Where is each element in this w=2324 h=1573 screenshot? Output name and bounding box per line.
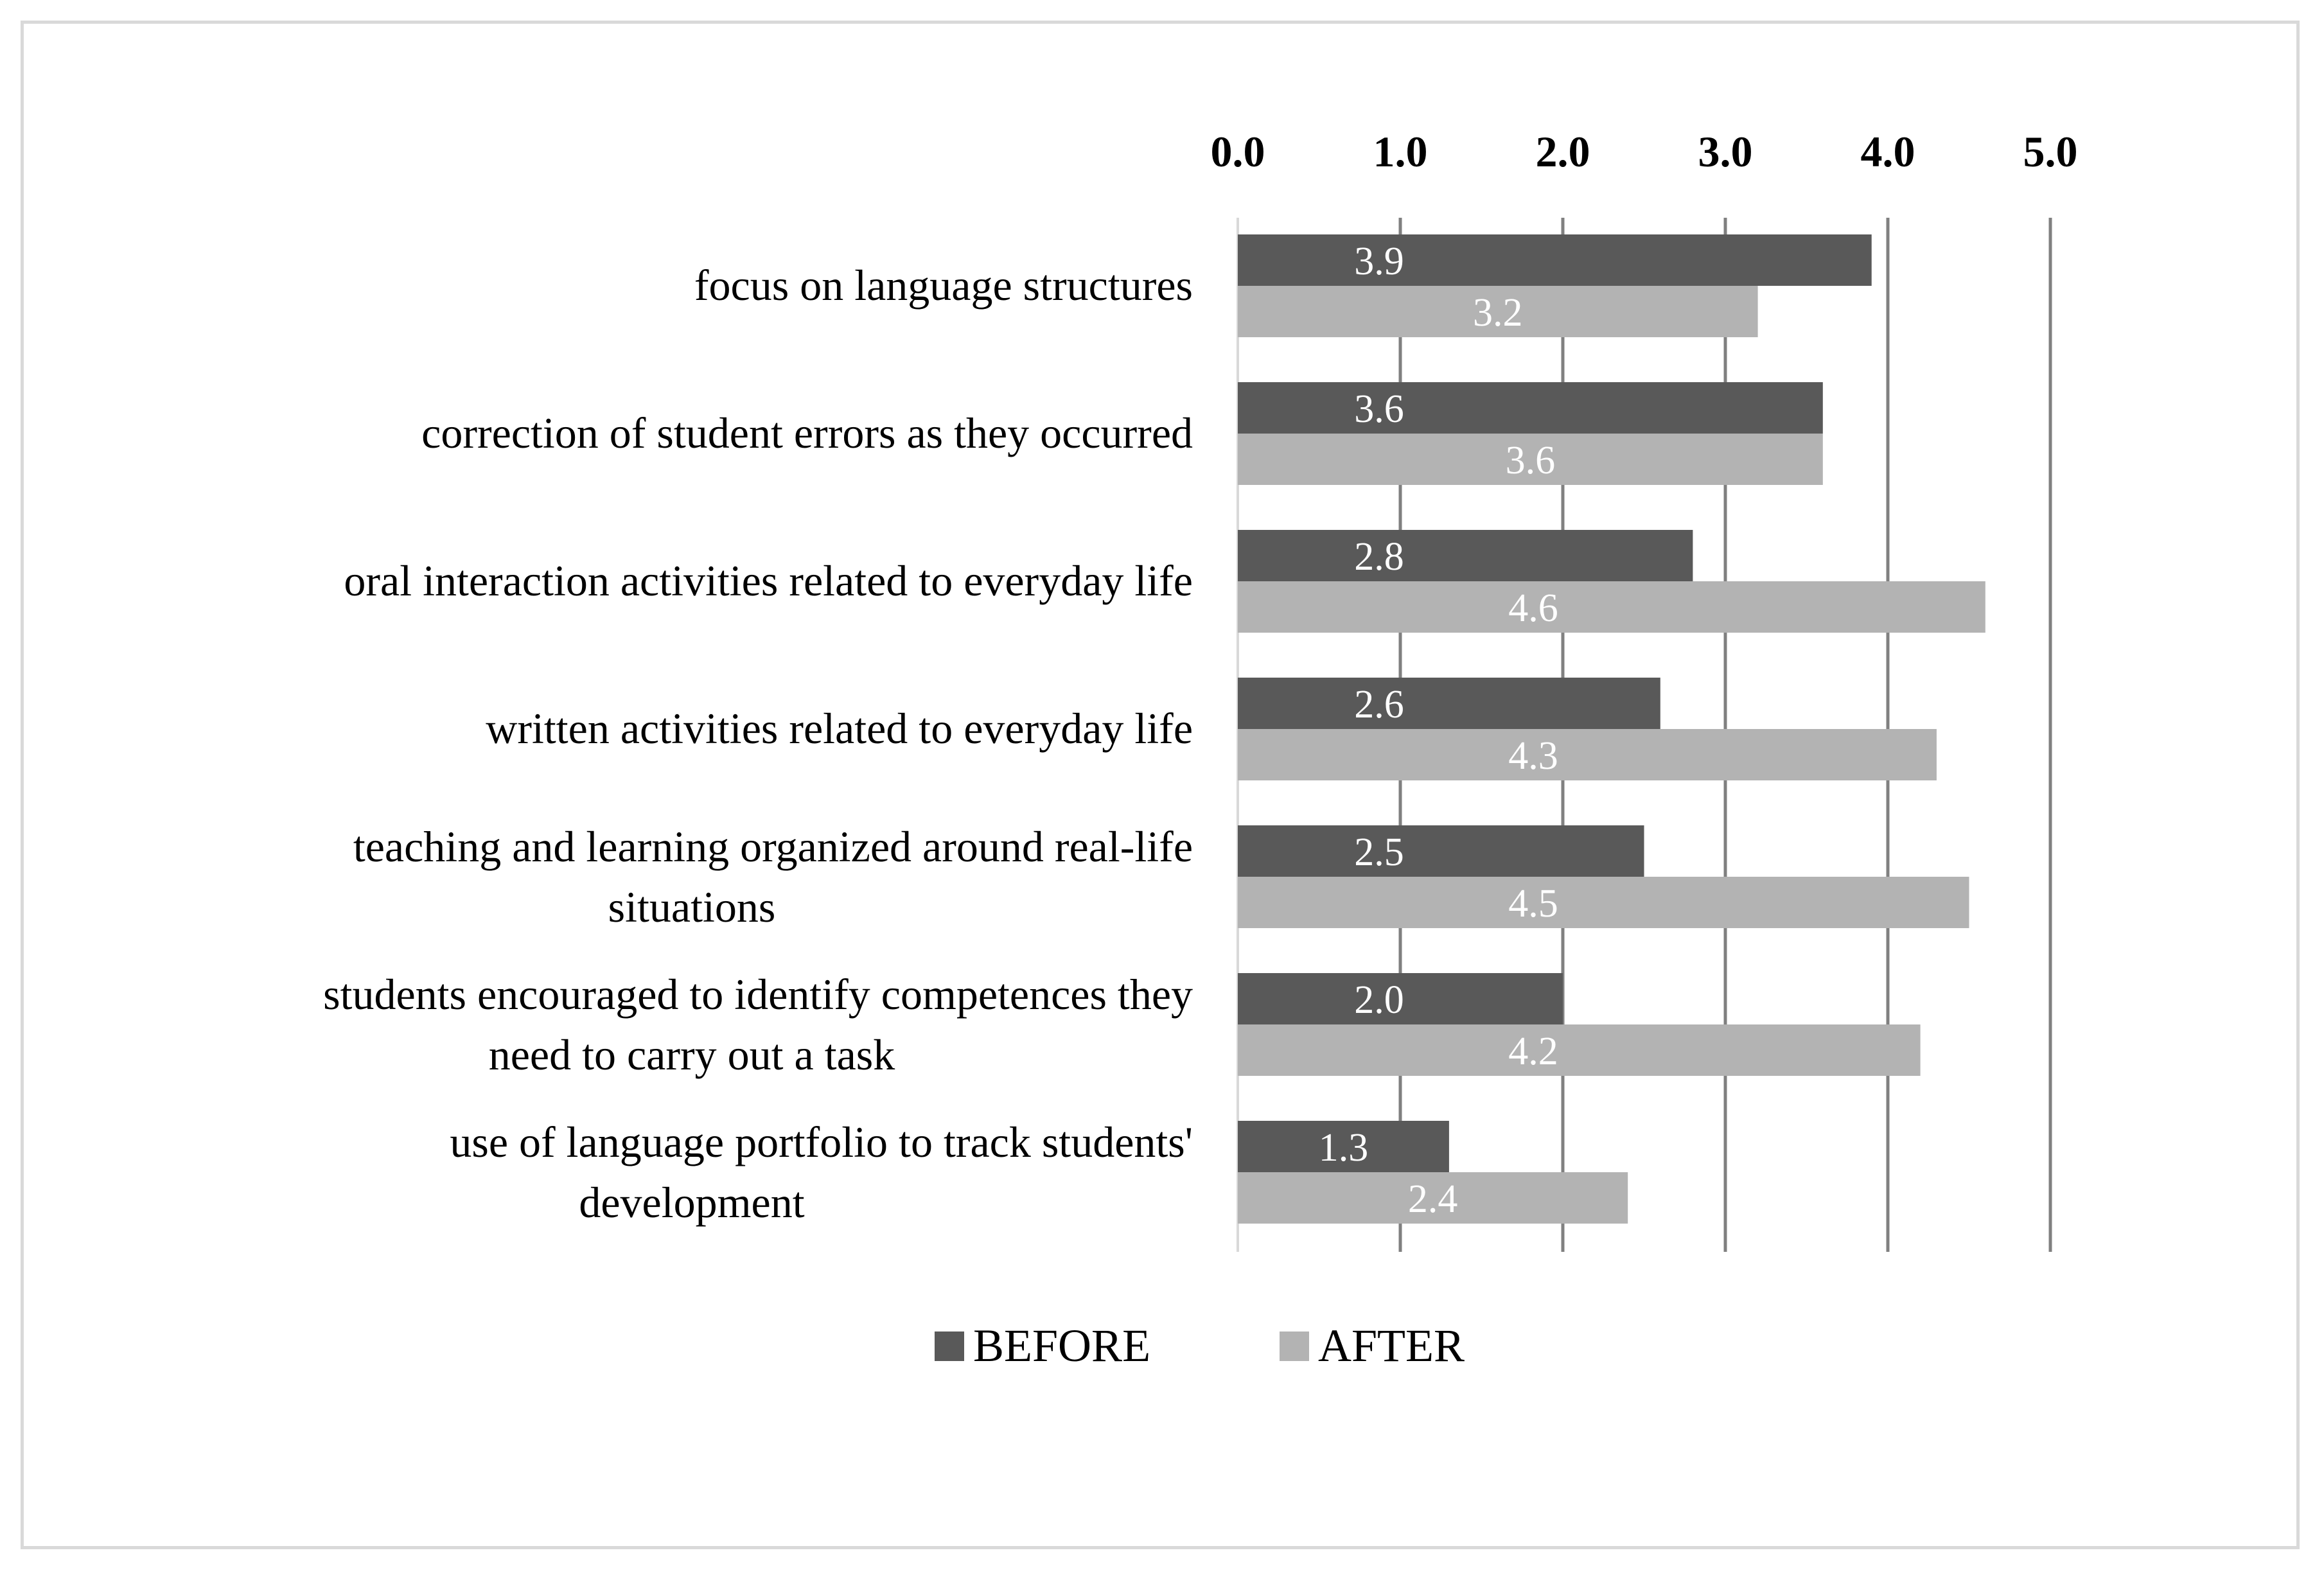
category-label: teaching and learning organized around r… [353,822,1193,871]
bar-after [1238,729,1937,780]
category-labels: focus on language structures correction o… [323,261,1193,1227]
data-label-before: 2.6 [1354,683,1404,726]
legend-swatch-before [935,1331,964,1361]
data-label-before: 2.5 [1354,830,1404,874]
data-label-after: 4.3 [1508,734,1558,778]
data-label-after: 3.6 [1506,439,1556,482]
bar-before [1238,530,1693,581]
bar-before [1238,1121,1449,1172]
bar-before [1238,382,1823,434]
legend-label-after: AFTER [1318,1320,1465,1371]
data-label-before: 3.9 [1354,240,1404,283]
x-tick-label: 5.0 [2023,127,2078,176]
bar-after [1238,434,1823,485]
category-label: use of language portfolio to track stude… [450,1118,1193,1166]
bar-before [1238,234,1872,286]
legend: BEFORE AFTER [935,1320,1465,1371]
data-label-after: 4.6 [1508,586,1558,630]
category-label: correction of student errors as they occ… [421,409,1193,457]
category-label-line2: development [579,1178,804,1227]
bar-after [1238,286,1758,337]
data-label-before: 2.8 [1354,535,1404,579]
legend-label-before: BEFORE [973,1320,1150,1371]
legend-swatch-after [1280,1331,1309,1361]
x-tick-label: 2.0 [1536,127,1590,176]
category-label: written activities related to everyday l… [486,704,1193,753]
bar-after [1238,1024,1921,1076]
x-axis-ticks: 0.0 1.0 2.0 3.0 4.0 5.0 [1211,127,2078,176]
bar-after [1238,1172,1628,1224]
data-label-after: 4.5 [1508,882,1558,926]
x-tick-label: 0.0 [1211,127,1265,176]
category-label-line2: need to carry out a task [489,1030,895,1079]
x-tick-label: 4.0 [1861,127,1915,176]
bar-after [1238,581,1985,633]
category-label: oral interaction activities related to e… [344,556,1193,605]
data-label-after: 4.2 [1508,1030,1558,1073]
data-label-before: 1.3 [1319,1126,1369,1170]
category-label: students encouraged to identify competen… [323,970,1193,1019]
x-tick-label: 3.0 [1698,127,1753,176]
bar-chart: 0.0 1.0 2.0 3.0 4.0 5.0 3.9 3.2 3.6 3.6 2.8 4.6 2.6… [323,127,2078,1371]
bar-before [1238,678,1660,729]
bar-before [1238,825,1644,877]
data-label-before: 3.6 [1354,387,1404,431]
chart-frame: 0.0 1.0 2.0 3.0 4.0 5.0 3.9 3.2 3.6 3.6 2.8 4.6 2.6… [21,21,2300,1549]
category-label: focus on language structures [694,261,1193,310]
bar-after [1238,877,1969,928]
bar-before [1238,973,1563,1024]
x-tick-label: 1.0 [1373,127,1428,176]
bars: 3.9 3.2 3.6 3.6 2.8 4.6 2.6 4.3 2.5 4.5 2.0 4.2 1.3 2… [1238,234,1985,1224]
data-label-before: 2.0 [1354,978,1404,1022]
data-label-after: 3.2 [1473,291,1523,335]
data-label-after: 2.4 [1408,1177,1458,1221]
category-label-line2: situations [608,883,776,931]
